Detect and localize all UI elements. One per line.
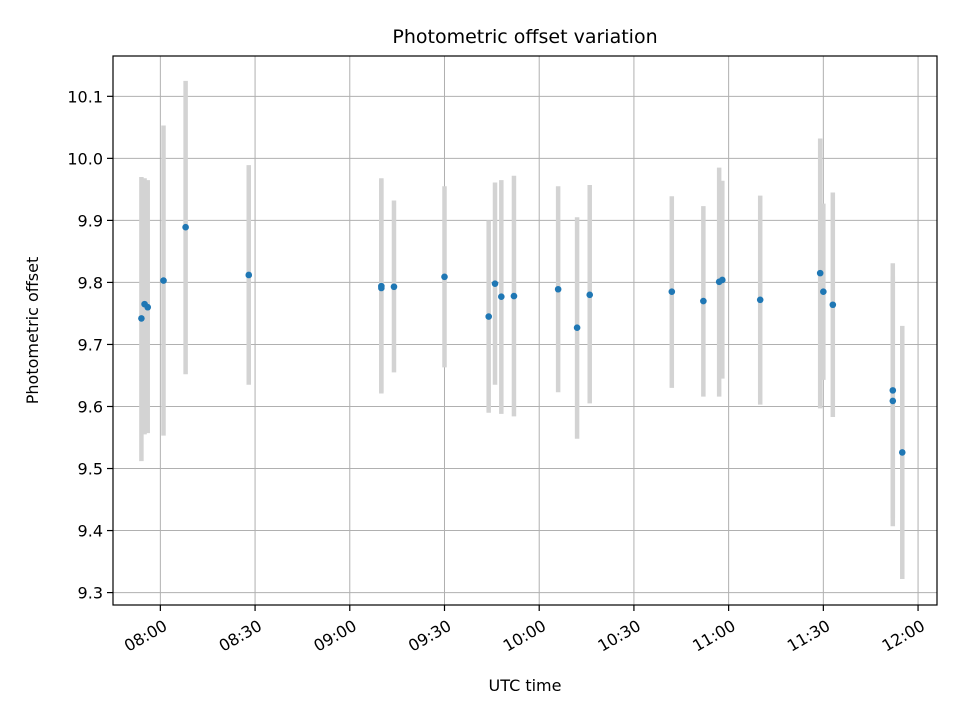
- data-point: [245, 271, 253, 279]
- plot-frame: [112, 55, 938, 606]
- x-axis-title: UTC time: [489, 676, 562, 695]
- data-point: [573, 324, 581, 332]
- data-point: [898, 449, 906, 456]
- data-point: [491, 280, 499, 287]
- data-point: [485, 313, 492, 320]
- data-point: [719, 276, 726, 284]
- data-point: [889, 397, 897, 405]
- data-point: [889, 387, 897, 394]
- data-point: [182, 223, 189, 231]
- data-point: [498, 293, 505, 300]
- data-point: [820, 288, 827, 296]
- y-tick-label: 9.6: [78, 397, 103, 416]
- data-point: [829, 301, 837, 309]
- grid-lines: [113, 56, 937, 605]
- data-point: [138, 315, 145, 322]
- data-point: [700, 297, 707, 305]
- y-tick-label: 9.3: [78, 584, 103, 603]
- data-point: [554, 285, 562, 293]
- y-tick-label: 9.8: [78, 273, 103, 292]
- data-point: [756, 296, 764, 304]
- data-point: [144, 303, 152, 311]
- y-tick-label: 9.9: [78, 211, 103, 230]
- y-tick-label: 9.7: [78, 335, 103, 354]
- data-point: [390, 283, 398, 291]
- data-point: [378, 284, 385, 292]
- data-point: [586, 291, 594, 299]
- data-points: [138, 223, 906, 456]
- data-point: [160, 277, 167, 284]
- data-point: [441, 273, 448, 281]
- y-tick-label: 10.1: [67, 87, 103, 106]
- data-point: [668, 288, 676, 296]
- y-tick-label: 9.5: [78, 460, 103, 479]
- y-tick-label: 10.0: [67, 149, 103, 168]
- chart-title: Photometric offset variation: [392, 26, 657, 48]
- data-point: [510, 292, 518, 300]
- data-point: [816, 269, 824, 277]
- y-tick-label: 9.4: [78, 522, 103, 541]
- y-axis-title: Photometric offset: [23, 257, 42, 405]
